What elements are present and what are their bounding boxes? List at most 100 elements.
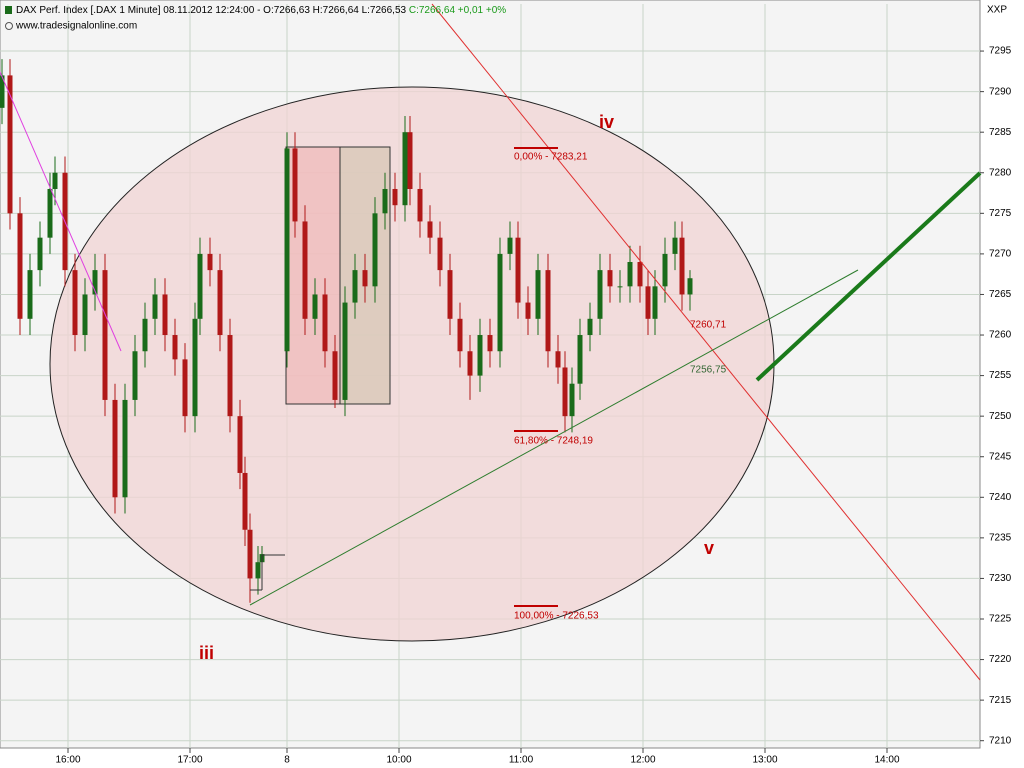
candle-body [487,335,493,352]
candle-body [577,335,583,384]
trend-line [755,171,982,382]
x-tick-label: 8 [284,755,290,766]
symbol: XXP [987,5,1007,16]
source: www.tradesignalonline.com [15,21,137,32]
candle-body [402,132,408,206]
fib-label: 0,00% - 7283,21 [514,152,588,163]
source-icon [5,22,13,30]
candle-body [17,213,23,319]
candle-body [207,253,213,271]
candle-body [47,188,53,238]
candle-body [37,237,43,271]
candle-body [535,270,541,319]
y-tick-label: 7230 [989,573,1012,584]
candle-body [417,188,423,222]
candle-body [497,253,503,352]
step-line [261,554,285,590]
candle-body [92,270,98,295]
y-tick-label: 7245 [989,451,1012,462]
candle-body [302,221,308,319]
candles [0,59,693,603]
candle-body [687,278,693,295]
y-tick-label: 7235 [989,533,1012,544]
candle-body [617,286,623,288]
candle-body [562,367,568,417]
candle-body [352,270,358,303]
x-tick-label: 17:00 [177,755,202,766]
candle-body [247,529,253,579]
candle-body [52,172,58,189]
candle-body [0,75,5,108]
candle-body [322,294,328,352]
y-tick-label: 7225 [989,614,1012,625]
candle-body [477,335,483,376]
highlight-box [339,146,391,405]
y-tick-label: 7285 [989,127,1012,138]
candle-body [447,270,453,319]
x-tick-label: 12:00 [630,755,655,766]
candle-body [342,302,348,400]
candle-body [457,318,463,352]
candle-body [645,286,651,319]
trend-line [249,269,859,606]
y-tick-label: 7265 [989,289,1012,300]
y-tick-label: 7280 [989,167,1012,178]
candle-body [392,188,398,206]
header-close: C:7266,64 +0,01 +0% [409,5,506,16]
wave-label: iv [599,112,614,132]
trend-line [431,3,981,681]
candle-body [382,188,388,214]
candle-body [82,294,88,336]
candle-body [237,416,243,473]
y-tick-label: 7210 [989,735,1012,746]
candle-body [332,351,338,400]
candle-body [102,270,108,400]
candle-body [197,253,203,319]
candle-body [407,132,413,189]
header: DAX Perf. Index [.DAX 1 Minute] 08.11.20… [16,5,506,16]
candle-body [132,351,138,400]
x-tick-label: 16:00 [55,755,80,766]
candle-body [255,562,261,579]
candle-body [652,286,658,319]
candle-body [284,148,290,352]
price-label: 7260,71 [690,320,727,331]
y-tick-label: 7260 [989,330,1012,341]
candle-body [672,237,678,254]
wave-label: v [704,538,714,558]
fib-label: 61,80% - 7248,19 [514,436,593,447]
candle-body [427,221,433,238]
candle-body [597,270,603,319]
candle-body [515,237,521,303]
candle-body [362,270,368,287]
candle-body [372,213,378,287]
candle-body [587,318,593,336]
candle-body [152,294,158,319]
y-tick-label: 7290 [989,86,1012,97]
candle-body [679,237,685,295]
trend-line [0,71,122,352]
x-tick-label: 10:00 [386,755,411,766]
x-tick-label: 14:00 [874,755,899,766]
candle-body [72,270,78,336]
candle-body [122,399,128,498]
candle-body [555,351,561,368]
candle-body [172,335,178,360]
candle-body [545,270,551,352]
series-icon [5,6,12,14]
price-label: 7256,75 [690,365,727,376]
candle-body [292,148,298,222]
fib-label: 100,00% - 7226,53 [514,611,599,622]
candle-body [627,262,633,287]
candle-body [27,270,33,319]
y-tick-label: 7220 [989,654,1012,665]
candle-body [662,253,668,287]
y-tick-label: 7275 [989,208,1012,219]
candle-body [637,262,643,287]
y-tick-label: 7270 [989,249,1012,260]
header-text: DAX Perf. Index [.DAX 1 Minute] 08.11.20… [16,5,407,16]
candle-body [312,294,318,319]
y-tick-label: 7250 [989,411,1012,422]
y-tick-label: 7215 [989,695,1012,706]
